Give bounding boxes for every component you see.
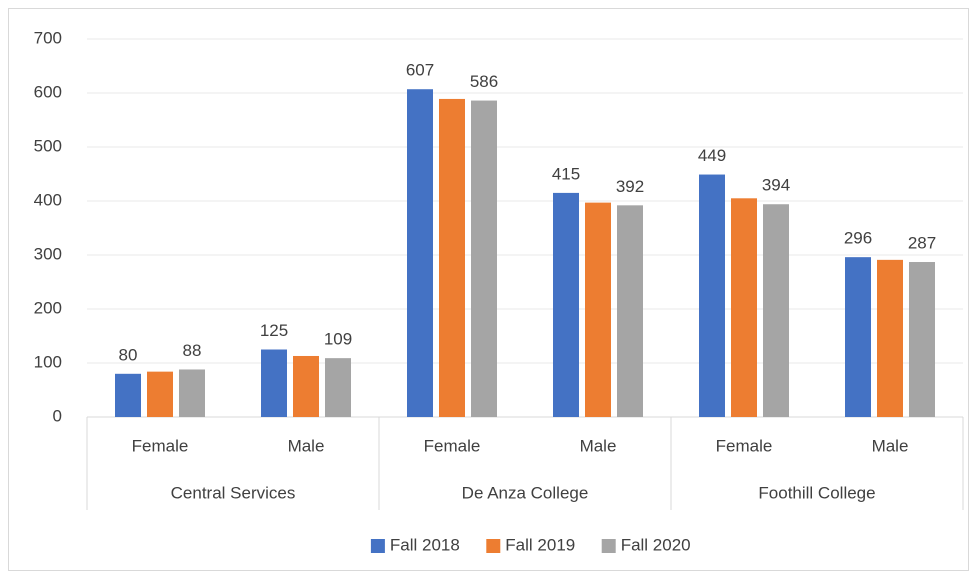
x-tick-label: Male [872,436,909,455]
x-tick-label: Female [424,436,481,455]
y-tick-label: 500 [34,136,62,155]
group-label: Central Services [171,483,296,502]
data-label: 88 [183,341,202,360]
bar [763,204,789,417]
y-tick-label: 400 [34,190,62,209]
bar [407,89,433,417]
legend-label: Fall 2019 [505,535,575,554]
bar [553,192,579,417]
legend-label: Fall 2020 [621,535,691,554]
x-tick-label: Male [580,436,617,455]
y-tick-label: 100 [34,352,62,371]
legend-swatch [601,539,616,553]
bar [585,202,611,417]
data-label: 296 [844,229,872,248]
data-label: 287 [908,234,936,253]
legend-label: Fall 2018 [390,535,460,554]
data-label: 607 [406,61,434,80]
x-tick-label: Male [288,436,325,455]
data-label: 586 [470,72,498,91]
bar [845,257,871,417]
legend-swatch [486,539,501,553]
bar [471,100,497,417]
data-label: 125 [260,321,288,340]
bar [909,262,935,417]
bar [699,174,725,417]
bar [115,373,141,417]
y-tick-label: 200 [34,298,62,317]
y-tick-label: 0 [53,406,62,425]
x-tick-label: Female [716,436,773,455]
data-label: 449 [698,146,726,165]
data-label: 415 [552,164,580,183]
data-label: 392 [616,177,644,196]
bar [293,355,319,417]
x-tick-label: Female [132,436,189,455]
bar [179,369,205,417]
legend-swatch [370,539,385,553]
group-label: De Anza College [462,483,589,502]
bar [877,259,903,417]
y-tick-label: 600 [34,82,62,101]
data-label: 394 [762,176,790,195]
bar [147,371,173,417]
y-tick-label: 300 [34,244,62,263]
group-label: Foothill College [758,483,875,502]
data-label: 109 [324,330,352,349]
bar [325,358,351,417]
y-tick-label: 700 [34,28,62,47]
bar [261,349,287,417]
bar [731,198,757,417]
data-label: 80 [119,345,138,364]
bar [617,205,643,417]
bar [439,98,465,417]
